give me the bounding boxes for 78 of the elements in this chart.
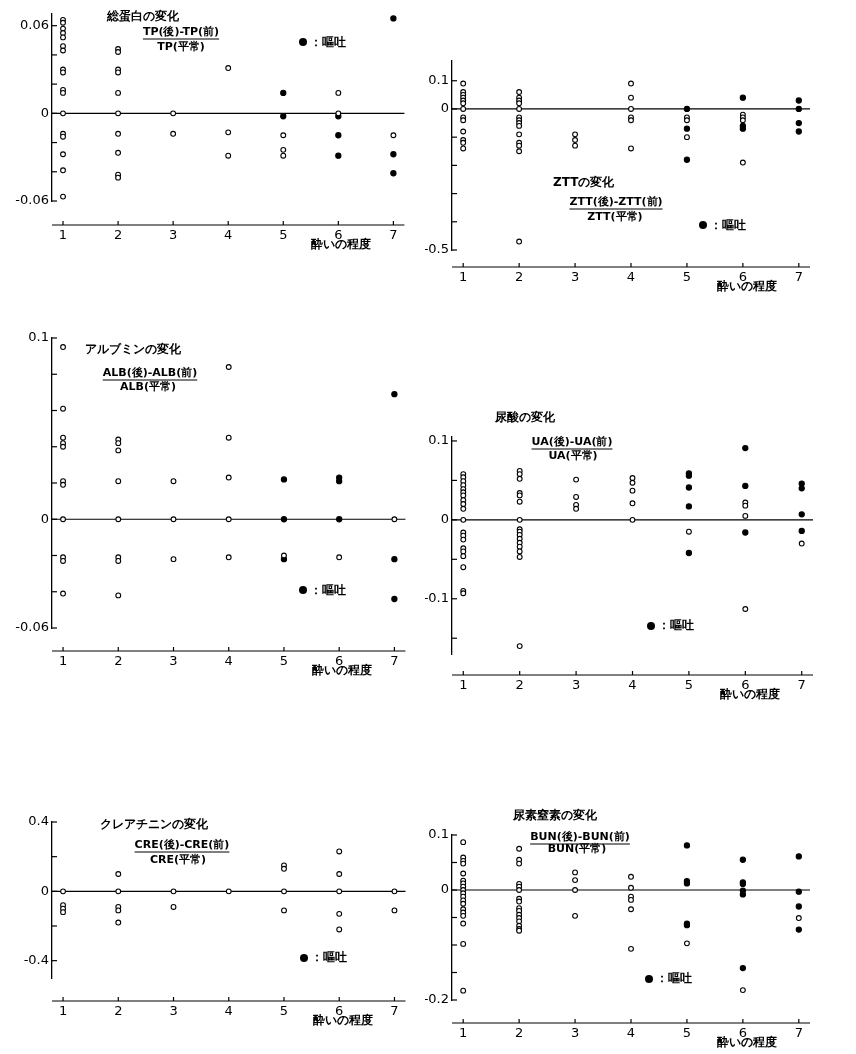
annotation: ALB(平常) bbox=[120, 379, 176, 393]
chart-subtitle: UA(後)-UA(前) bbox=[531, 434, 613, 448]
y-tick-label: 0 bbox=[440, 511, 449, 527]
x-tick-label: 7 bbox=[794, 1025, 803, 1041]
chart-title: アルブミンの変化 bbox=[85, 342, 182, 357]
legend-label: ：嘔吐 bbox=[309, 581, 346, 599]
y-tick-label: -0.06 bbox=[15, 192, 49, 208]
y-tick-label: -0.06 bbox=[15, 619, 49, 635]
x-tick-label: 7 bbox=[389, 227, 398, 243]
x-tick-label: 2 bbox=[114, 653, 123, 669]
text: TP(後)-TP(前) bbox=[142, 24, 220, 38]
y-tick-label: 0.1 bbox=[28, 329, 49, 345]
chart-title: 総蛋白の変化 bbox=[106, 9, 180, 24]
x-tick-label: 2 bbox=[514, 269, 524, 285]
x-tick-label: 2 bbox=[515, 677, 524, 693]
x-tick-label: 2 bbox=[114, 1003, 123, 1019]
x-tick-label: 1 bbox=[459, 269, 468, 285]
legend-label: ：嘔吐 bbox=[309, 33, 346, 51]
x-tick-label: 4 bbox=[626, 1025, 636, 1041]
x-tick-label: 7 bbox=[390, 1003, 399, 1019]
x-tick-label: 3 bbox=[570, 269, 580, 285]
text: ALB(後)-ALB(前) bbox=[102, 365, 198, 379]
annotation: UA(平常) bbox=[548, 448, 598, 462]
x-tick-label: 1 bbox=[58, 653, 68, 669]
x-tick-label: 5 bbox=[682, 1025, 692, 1041]
x-tick-label: 5 bbox=[279, 227, 288, 243]
chart-subtitle: BUN(後)-BUN(前) bbox=[530, 829, 630, 843]
x-tick-label: 1 bbox=[459, 677, 468, 693]
legend-label: ：嘔吐 bbox=[655, 970, 692, 988]
y-tick-label: -0.1 bbox=[423, 590, 449, 606]
y-tick-label: -0.2 bbox=[423, 991, 449, 1007]
y-tick-label: 0.06 bbox=[20, 17, 49, 33]
annotation: ZTT(平常) bbox=[587, 209, 643, 223]
text: ZTTの変化 bbox=[553, 175, 616, 190]
y-tick-label: -0.4 bbox=[23, 952, 49, 968]
text: ZTT(後)-ZTT(前) bbox=[569, 194, 663, 208]
legend-label: ：嘔吐 bbox=[709, 216, 746, 234]
annotation: BUN(平常) bbox=[547, 841, 607, 855]
x-tick-label: 5 bbox=[279, 653, 289, 669]
y-tick-label: 0 bbox=[40, 882, 49, 898]
y-tick-label: 0.4 bbox=[28, 813, 49, 829]
y-tick-label: -0.5 bbox=[423, 241, 449, 257]
annotation: CRE(平常) bbox=[149, 852, 207, 866]
y-tick-label: 0 bbox=[40, 510, 49, 526]
x-tick-label: 5 bbox=[279, 1003, 289, 1019]
y-tick-label: 0 bbox=[440, 881, 449, 897]
x-tick-label: 1 bbox=[459, 1025, 468, 1041]
x-tick-label: 2 bbox=[514, 1025, 524, 1041]
chart-title: クレアチニンの変化 bbox=[100, 817, 209, 832]
chart-title: 尿素窒素の変化 bbox=[512, 808, 598, 823]
annotation: TP(平常) bbox=[157, 39, 205, 53]
x-tick-label: 5 bbox=[684, 677, 694, 693]
x-tick-label: 4 bbox=[628, 677, 637, 693]
x-tick-label: 7 bbox=[794, 269, 803, 285]
x-tick-label: 5 bbox=[682, 269, 692, 285]
legend-label: ：嘔吐 bbox=[657, 617, 694, 635]
x-tick-label: 4 bbox=[626, 269, 636, 285]
chart-title: 尿酸の変化 bbox=[494, 410, 556, 425]
legend-label: ：嘔吐 bbox=[311, 949, 347, 967]
x-tick-label: 4 bbox=[224, 653, 233, 669]
x-tick-label: 7 bbox=[390, 653, 399, 669]
x-tick-label: 4 bbox=[224, 1003, 233, 1019]
y-tick-label: 0 bbox=[40, 104, 49, 120]
y-tick-label: 0.1 bbox=[428, 432, 449, 448]
x-tick-label: 7 bbox=[797, 677, 806, 693]
x-tick-label: 3 bbox=[169, 653, 178, 669]
x-tick-label: 3 bbox=[169, 227, 178, 243]
x-tick-label: 3 bbox=[169, 1003, 178, 1019]
x-tick-label: 1 bbox=[58, 227, 68, 243]
x-tick-label: 2 bbox=[113, 227, 123, 243]
x-tick-label: 3 bbox=[571, 677, 581, 693]
x-tick-label: 4 bbox=[224, 227, 233, 243]
x-tick-label: 1 bbox=[58, 1003, 68, 1019]
y-tick-label: 0.1 bbox=[428, 826, 449, 842]
x-tick-label: 3 bbox=[570, 1025, 580, 1041]
text: CRE(後)-CRE(前) bbox=[134, 837, 230, 851]
y-tick-label: 0 bbox=[440, 100, 449, 116]
y-tick-label: 0.1 bbox=[428, 72, 449, 88]
